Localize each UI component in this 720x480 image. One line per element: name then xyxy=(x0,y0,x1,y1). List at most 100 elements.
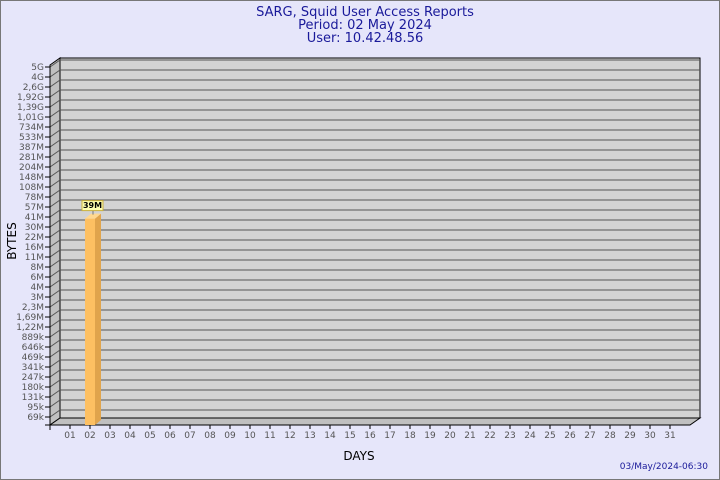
y-gridline-wall xyxy=(49,349,61,358)
y-tick-label: 1,92G xyxy=(17,93,44,103)
x-tick-label: 23 xyxy=(504,431,515,441)
x-tick-label: 28 xyxy=(604,431,616,441)
y-tick-label: 16M xyxy=(25,243,44,253)
y-gridline-wall xyxy=(49,259,61,268)
y-tick-label: 131k xyxy=(22,393,45,403)
y-tick-label: 41M xyxy=(25,213,44,223)
y-gridline-wall xyxy=(49,399,61,408)
y-tick-label: 6M xyxy=(31,273,45,283)
y-gridline-wall xyxy=(49,249,61,258)
x-axis-label: DAYS xyxy=(343,449,374,463)
y-gridline-wall xyxy=(49,219,61,228)
x-tick-label: 24 xyxy=(524,431,536,441)
y-tick-label: 469k xyxy=(22,353,45,363)
y-gridline-wall xyxy=(49,169,61,178)
y-tick-label: 247k xyxy=(22,373,45,383)
x-tick-label: 31 xyxy=(664,431,675,441)
chart-title: SARG, Squid User Access Reports xyxy=(256,5,474,20)
y-tick-label: 57M xyxy=(25,203,44,213)
y-tick-label: 1,69M xyxy=(16,313,44,323)
y-gridline-wall xyxy=(49,289,61,298)
y-gridline-wall xyxy=(49,59,61,68)
y-tick-label: 4M xyxy=(31,283,45,293)
y-gridline-wall xyxy=(49,69,61,78)
x-tick-label: 12 xyxy=(284,431,295,441)
y-tick-label: 78M xyxy=(25,193,44,203)
y-tick-label: 108M xyxy=(19,183,44,193)
x-tick-label: 19 xyxy=(424,431,436,441)
y-tick-label: 1,01G xyxy=(17,113,44,123)
y-gridline-wall xyxy=(49,179,61,188)
y-gridline-wall xyxy=(49,279,61,288)
y-tick-label: 1,39G xyxy=(17,103,44,113)
y-tick-label: 30M xyxy=(25,223,44,233)
y-tick-label: 281M xyxy=(19,153,44,163)
y-tick-label: 148M xyxy=(19,173,44,183)
y-gridline-wall xyxy=(49,309,61,318)
x-tick-label: 27 xyxy=(584,431,595,441)
chart-subtitle-user: User: 10.42.48.56 xyxy=(307,31,423,46)
y-gridline-wall xyxy=(49,129,61,138)
y-gridline-wall xyxy=(49,209,61,218)
y-gridline-wall xyxy=(49,139,61,148)
y-gridline-wall xyxy=(49,149,61,158)
y-gridline-wall xyxy=(49,229,61,238)
y-gridline-wall xyxy=(49,79,61,88)
y-gridline-wall xyxy=(49,239,61,248)
x-tick-label: 30 xyxy=(644,431,656,441)
y-gridline-wall xyxy=(49,379,61,388)
x-tick-label: 16 xyxy=(364,431,376,441)
y-tick-label: 2,3M xyxy=(22,303,44,313)
y-gridline-wall xyxy=(49,159,61,168)
x-tick-label: 02 xyxy=(84,431,95,441)
y-gridline-wall xyxy=(49,109,61,118)
y-tick-label: 533M xyxy=(19,133,44,143)
y-tick-label: 387M xyxy=(19,143,44,153)
x-tick-label: 17 xyxy=(384,431,395,441)
y-tick-label: 204M xyxy=(19,163,44,173)
x-tick-label: 01 xyxy=(64,431,75,441)
x-tick-label: 04 xyxy=(124,431,136,441)
y-gridline-wall xyxy=(49,329,61,338)
y-gridline-wall xyxy=(49,119,61,128)
y-tick-label: 889k xyxy=(22,333,45,343)
y-gridline-wall xyxy=(49,389,61,398)
x-tick-label: 09 xyxy=(224,431,236,441)
x-tick-label: 26 xyxy=(564,431,576,441)
y-tick-label: 95k xyxy=(27,403,44,413)
y-gridline-wall xyxy=(49,359,61,368)
chart-subtitle-period: Period: 02 May 2024 xyxy=(298,18,432,33)
x-tick-label: 22 xyxy=(484,431,495,441)
y-gridline-wall xyxy=(49,299,61,308)
x-tick-label: 13 xyxy=(304,431,315,441)
y-gridline-wall xyxy=(49,269,61,278)
x-tick-label: 03 xyxy=(104,431,115,441)
x-tick-label: 21 xyxy=(464,431,475,441)
x-tick-label: 06 xyxy=(164,431,176,441)
y-tick-label: 22M xyxy=(25,233,44,243)
y-tick-label: 180k xyxy=(22,383,45,393)
y-tick-label: 3M xyxy=(31,293,45,303)
x-tick-label: 05 xyxy=(144,431,155,441)
y-gridline-wall xyxy=(49,409,61,418)
bar-day-02 xyxy=(85,218,95,425)
x-tick-label: 15 xyxy=(344,431,355,441)
y-gridline-wall xyxy=(49,99,61,108)
y-gridline-wall xyxy=(49,189,61,198)
y-tick-label: 1,22M xyxy=(16,323,44,333)
y-tick-label: 734M xyxy=(19,123,44,133)
y-tick-label: 5G xyxy=(31,63,44,73)
y-gridline-wall xyxy=(49,89,61,98)
x-tick-label: 11 xyxy=(264,431,275,441)
plot-floor xyxy=(48,417,702,426)
x-tick-label: 10 xyxy=(244,431,256,441)
data-label-value: 39M xyxy=(83,201,102,210)
y-tick-label: 4G xyxy=(31,73,44,83)
x-tick-label: 18 xyxy=(404,431,416,441)
x-tick-label: 25 xyxy=(544,431,555,441)
y-gridline-wall xyxy=(49,339,61,348)
y-axis-label: BYTES xyxy=(5,222,19,259)
bar-side-day-02 xyxy=(95,213,101,425)
y-tick-label: 2,6G xyxy=(23,83,44,93)
